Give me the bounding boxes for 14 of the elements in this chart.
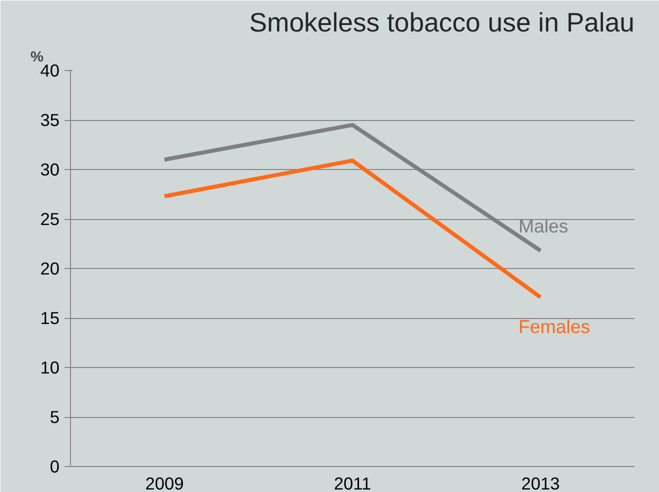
x-tick-label: 2011 [334,474,372,492]
y-tick-label: 35 [40,110,60,130]
series-label: Females [518,316,590,338]
y-tick-label: 25 [40,209,60,229]
x-tick-label: 2009 [145,474,184,492]
y-tick-label: 20 [40,258,60,278]
y-tick-label: 10 [40,358,60,378]
chart-title: Smokeless tobacco use in Palau [249,8,635,38]
y-tick-label: 30 [40,160,60,180]
y-tick-label: 15 [40,308,60,328]
series-label: Males [518,216,568,237]
y-tick-label: 5 [50,407,60,427]
x-tick-label: 2013 [521,474,560,492]
y-tick-label: 0 [50,456,60,476]
